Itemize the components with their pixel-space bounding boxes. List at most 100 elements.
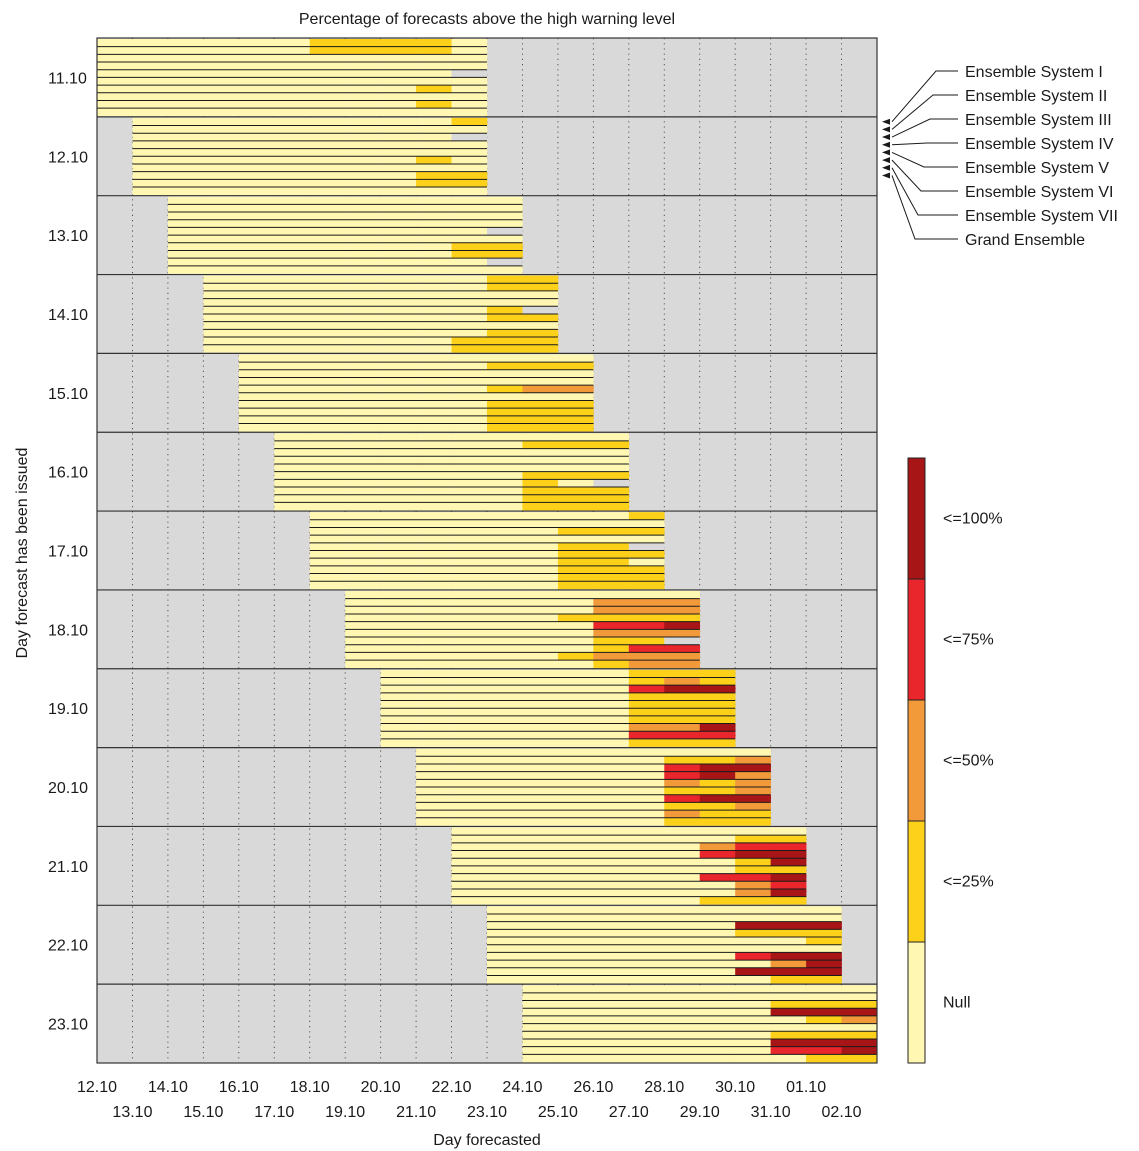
heatmap-cell (451, 108, 488, 117)
heatmap-cell (309, 242, 346, 251)
heatmap-cell (557, 906, 594, 915)
heatmap-cell (238, 140, 275, 149)
heatmap-cell (593, 502, 630, 511)
heatmap-cell (451, 148, 488, 157)
heatmap-cell (274, 298, 311, 307)
heatmap-cell (345, 196, 381, 205)
heatmap-cell (735, 913, 771, 922)
heatmap-cell (806, 1015, 842, 1024)
heatmap-cell (416, 148, 452, 157)
heatmap-cell (664, 842, 701, 851)
heatmap-cell (380, 179, 417, 188)
heatmap-cell (593, 519, 630, 528)
heatmap-cell (487, 827, 523, 836)
heatmap-cell (699, 906, 736, 915)
heatmap-cell (593, 440, 630, 449)
heatmap-cell (345, 204, 381, 213)
heatmap-cell (664, 669, 701, 678)
heatmap-cell (487, 573, 523, 582)
heatmap-cell (557, 842, 594, 851)
heatmap-cell (487, 629, 523, 638)
heatmap-cell (735, 1000, 771, 1009)
heatmap-cell (416, 156, 452, 165)
heatmap-cell (557, 896, 594, 905)
heatmap-cell (557, 677, 594, 686)
heatmap-cell (593, 873, 630, 882)
heatmap-cell (699, 1046, 736, 1055)
heatmap-cell (522, 708, 559, 717)
heatmap-cell (522, 652, 559, 661)
heatmap-cell (593, 1023, 630, 1032)
heatmap-cell (380, 362, 417, 371)
heatmap-cell (487, 204, 523, 213)
heatmap-cell (309, 463, 346, 472)
heatmap-cell (593, 794, 630, 803)
heatmap-cell (770, 913, 807, 922)
heatmap-cell (522, 1015, 559, 1024)
heatmap-cell (451, 677, 488, 686)
heatmap-cell (203, 46, 240, 55)
heatmap-cell (451, 423, 488, 432)
heatmap-cell (380, 519, 417, 528)
heatmap-cell (380, 408, 417, 417)
heatmap-cell (451, 512, 488, 521)
heatmap-cell (380, 306, 417, 315)
heatmap-cell (557, 471, 594, 480)
x-tick-label: 12.10 (77, 1079, 117, 1096)
heatmap-cell (699, 700, 736, 709)
heatmap-cell (451, 873, 488, 882)
heatmap-cell (132, 133, 169, 142)
heatmap-cell (416, 542, 452, 551)
heatmap-cell (522, 967, 559, 976)
heatmap-cell (770, 929, 807, 938)
heatmap-cell (451, 629, 488, 638)
heatmap-cell (203, 171, 240, 180)
heatmap-cell (522, 565, 559, 574)
heatmap-cell (487, 865, 523, 874)
heatmap-cell (522, 527, 559, 536)
heatmap-cell (451, 219, 488, 228)
heatmap-cell (806, 1046, 842, 1055)
heatmap-cell (309, 156, 346, 165)
heatmap-cell (664, 637, 701, 646)
heatmap-cell (628, 1000, 665, 1009)
heatmap-cell (557, 362, 594, 371)
legend-leader-line (891, 118, 958, 138)
heatmap-cell (451, 573, 488, 582)
x-tick-label: 15.10 (183, 1104, 223, 1121)
heatmap-cell (380, 512, 417, 521)
heatmap-cell (345, 629, 381, 638)
heatmap-cell (770, 1031, 807, 1040)
heatmap-cell (345, 660, 381, 669)
heatmap-cell (487, 392, 523, 401)
heatmap-cell (451, 329, 488, 338)
heatmap-cell (522, 669, 559, 678)
heatmap-cell (487, 448, 523, 457)
heatmap-cell (309, 344, 346, 353)
heatmap-cell (380, 494, 417, 503)
heatmap-cell (522, 787, 559, 796)
heatmap-cell (628, 542, 665, 551)
heatmap-cell (345, 85, 381, 94)
heatmap-cell (593, 652, 630, 661)
heatmap-cell (451, 621, 488, 630)
heatmap-cell (557, 565, 594, 574)
heatmap-cell (487, 456, 523, 465)
heatmap-cell (557, 975, 594, 984)
heatmap-cell (274, 385, 311, 394)
heatmap-cell (487, 723, 523, 732)
heatmap-cell (416, 133, 452, 142)
heatmap-cell (487, 219, 523, 228)
heatmap-cell (487, 850, 523, 859)
heatmap-cell (238, 196, 275, 205)
heatmap-cell (416, 39, 452, 47)
heatmap-cell (274, 258, 311, 267)
heatmap-cell (416, 502, 452, 511)
heatmap-cell (770, 1008, 807, 1017)
x-tick-label: 30.10 (715, 1079, 755, 1096)
heatmap-cell (451, 502, 488, 511)
heatmap-cell (380, 148, 417, 157)
heatmap-cell (345, 54, 381, 63)
heatmap-cell (451, 46, 488, 55)
heatmap-cell (238, 204, 275, 213)
